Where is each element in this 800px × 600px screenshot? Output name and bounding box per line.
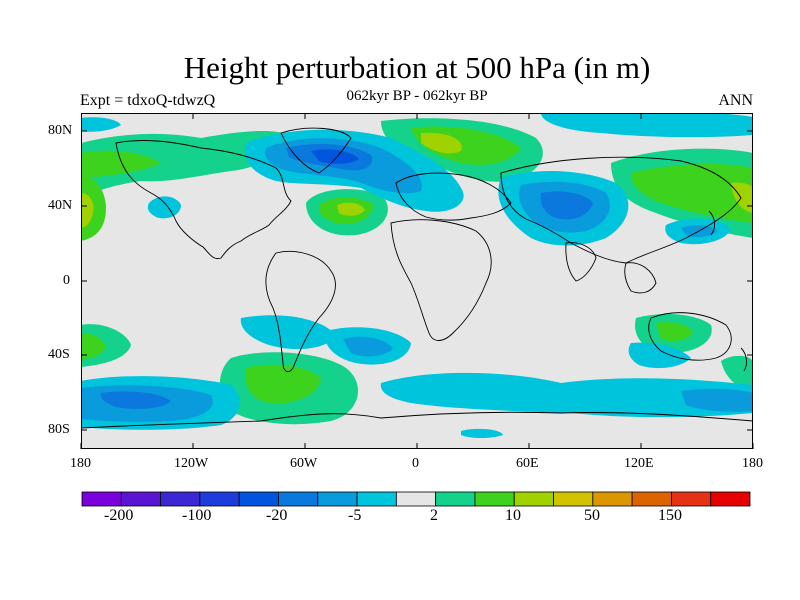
colorbar-box-13: [592, 491, 633, 507]
negative-region-arctic-top: [541, 113, 753, 138]
positive-region-date-line-west: [81, 177, 106, 241]
coastline-south-america: [265, 250, 336, 373]
colorbar-box-2: [160, 491, 201, 507]
colorbar-box-9: [435, 491, 476, 507]
coastline-japan: [708, 210, 716, 236]
colorbar-box-1: [120, 491, 161, 507]
colorbar-box-4: [238, 491, 279, 507]
negative-region-southern-ocean-central: [380, 372, 753, 418]
continent-outlines: [81, 127, 753, 429]
coastline-india: [565, 242, 597, 282]
colorbar-label-minus-20: -20: [266, 507, 288, 524]
positive-region-scandinavia-core: [421, 132, 462, 154]
coastline-africa: [390, 219, 492, 341]
colorbar-box-12: [553, 491, 594, 507]
coastline-new-zealand: [740, 347, 748, 372]
colorbar-label-10: 10: [505, 507, 521, 524]
colorbar: [81, 491, 751, 507]
negative-anomaly-regions: [81, 113, 753, 438]
colorbar-box-5: [278, 491, 319, 507]
experiment-label: Expt = tdxoQ-tdwzQ: [80, 92, 216, 109]
negative-region-southern-ocean-east: [681, 388, 753, 412]
colorbar-box-8: [395, 491, 437, 507]
colorbar-label-minus-5: -5: [348, 507, 362, 524]
positive-region-south-atlantic-core: [245, 364, 321, 404]
positive-region-south-pacific-west-core: [81, 333, 106, 359]
negative-region-siberia-core: [540, 191, 593, 220]
colorbar-label-minus-100: -100: [182, 507, 212, 524]
positive-anomaly-regions: [81, 118, 753, 425]
x-axis-label-120e: 120E: [624, 456, 654, 471]
positive-region-north-pacific: [81, 131, 291, 198]
colorbar-label-150: 150: [658, 507, 682, 524]
map-title: Height perturbation at 500 hPa (in m): [183, 50, 651, 85]
x-axis-label-60e: 60E: [516, 456, 539, 471]
colorbar-label-2: 2: [430, 507, 438, 524]
y-axis-label-80n: 80N: [48, 123, 73, 138]
negative-region-south-pacific-mid-lat: [240, 315, 336, 350]
colorbar-box-15: [671, 491, 712, 507]
colorbar-box-16: [710, 491, 751, 507]
colorbar-box-0: [81, 491, 122, 507]
coastline-southeast-asia: [624, 262, 657, 294]
coastline-north-america: [115, 140, 292, 260]
positive-region-north-atlantic-core: [337, 202, 365, 216]
coastline-greenland: [280, 127, 352, 174]
colorbar-box-11: [513, 491, 554, 507]
colorbar-box-10: [474, 491, 515, 507]
positive-region-date-line-west-core: [81, 193, 94, 228]
colorbar-box-6: [317, 491, 358, 507]
season-label: ANN: [718, 92, 753, 109]
colorbar-label-50: 50: [584, 507, 600, 524]
coastline-antarctica: [81, 411, 753, 429]
positive-region-east-asia-core: [731, 182, 753, 213]
coastline-australia: [648, 312, 732, 361]
y-axis-label-0: 0: [63, 273, 70, 288]
x-axis-label-180-right: 180: [742, 456, 763, 471]
x-axis-label-180-left: 180: [70, 456, 91, 471]
negative-region-antarctic-edge: [461, 428, 503, 438]
y-axis-label-80s: 80S: [48, 422, 70, 437]
negative-region-southern-pacific-core: [100, 391, 171, 409]
height-perturbation-map: [81, 113, 753, 449]
x-axis-label-60w: 60W: [290, 456, 318, 471]
coastline-europe: [395, 172, 512, 221]
x-axis-label-0: 0: [412, 456, 419, 471]
y-axis-label-40n: 40N: [48, 198, 73, 213]
colorbar-box-7: [356, 491, 397, 507]
coastline-asia: [500, 156, 742, 264]
positive-region-indian-ocean-core: [656, 322, 693, 341]
colorbar-label-minus-200: -200: [104, 507, 134, 524]
negative-region-south-atlantic-mid-lat-core: [343, 336, 393, 357]
negative-region-australia-south: [628, 342, 691, 369]
colorbar-box-14: [631, 491, 672, 507]
negative-region-greenland-min: [311, 149, 359, 164]
positive-region-north-pacific-core: [81, 150, 161, 179]
y-axis-label-40s: 40S: [48, 347, 70, 362]
negative-region-arctic-top-left: [81, 117, 121, 132]
map-subtitle: 062kyr BP - 062kyr BP: [346, 88, 488, 104]
colorbar-box-3: [199, 491, 240, 507]
positive-region-tasman-sea: [721, 355, 753, 389]
negative-region-east-pacific: [147, 196, 181, 219]
x-axis-label-120w: 120W: [174, 456, 209, 471]
